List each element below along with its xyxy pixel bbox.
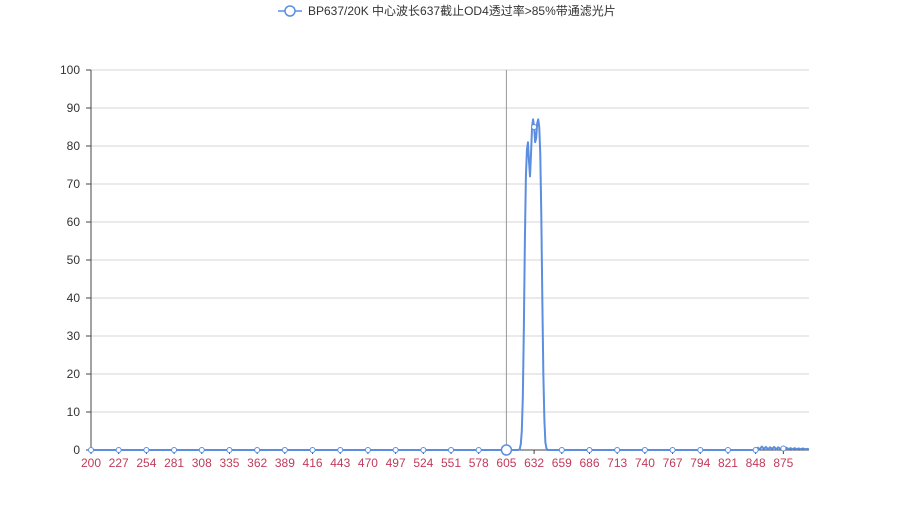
x-tick-label: 875 xyxy=(773,456,793,470)
data-point[interactable] xyxy=(586,447,593,453)
x-tick-label: 497 xyxy=(386,456,406,470)
data-point[interactable] xyxy=(198,447,205,453)
x-tick-label: 713 xyxy=(607,456,627,470)
y-tick-label: 80 xyxy=(67,139,81,153)
data-point[interactable] xyxy=(780,445,787,452)
x-tick-label: 281 xyxy=(164,456,184,470)
data-point[interactable] xyxy=(420,447,427,453)
data-point[interactable] xyxy=(171,447,178,453)
grid-lines xyxy=(91,69,809,413)
x-tick-label: 551 xyxy=(441,456,461,470)
x-tick-label: 227 xyxy=(109,456,129,470)
x-tick-label: 443 xyxy=(330,456,350,470)
series-layer xyxy=(91,118,810,451)
data-point[interactable] xyxy=(724,447,731,453)
legend-label: BP637/20K 中心波长637截止OD4透过率>85%带通滤光片 xyxy=(308,3,616,18)
legend-circle-icon xyxy=(284,5,296,17)
highlighted-data-point[interactable] xyxy=(500,444,513,456)
x-tick-label: 200 xyxy=(81,456,101,470)
x-tick-label: 632 xyxy=(524,456,544,470)
data-point[interactable] xyxy=(475,447,482,453)
data-point[interactable] xyxy=(115,447,122,453)
x-tick-label: 335 xyxy=(219,456,239,470)
y-axis-tick-labels: 0 10 20 30 40 50 60 70 80 90 100 xyxy=(60,63,91,457)
series-line xyxy=(91,118,810,451)
data-point[interactable] xyxy=(531,124,538,130)
x-tick-label: 740 xyxy=(635,456,655,470)
x-tick-label: 416 xyxy=(303,456,323,470)
data-point[interactable] xyxy=(337,447,344,453)
data-point[interactable] xyxy=(752,447,759,453)
data-point[interactable] xyxy=(448,447,455,453)
y-tick-label: 0 xyxy=(73,443,80,457)
y-tick-label: 70 xyxy=(67,177,81,191)
x-tick-label: 686 xyxy=(579,456,599,470)
x-tick-label: 389 xyxy=(275,456,295,470)
data-point[interactable] xyxy=(641,447,648,453)
x-tick-label: 659 xyxy=(552,456,572,470)
data-point[interactable] xyxy=(558,447,565,453)
x-tick-label: 794 xyxy=(690,456,710,470)
x-tick-label: 767 xyxy=(663,456,683,470)
x-axis-tick-labels: 200 227 254 281 308 335 362 389 416 443 470 497 524 5… xyxy=(81,450,794,470)
x-tick-label: 578 xyxy=(469,456,489,470)
y-tick-label: 50 xyxy=(67,253,81,267)
data-point[interactable] xyxy=(88,447,94,453)
data-point[interactable] xyxy=(226,447,233,453)
data-point[interactable] xyxy=(697,447,704,453)
data-point[interactable] xyxy=(309,447,316,453)
y-tick-label: 90 xyxy=(67,101,81,115)
x-tick-label: 470 xyxy=(358,456,378,470)
y-tick-label: 40 xyxy=(67,291,81,305)
y-tick-label: 20 xyxy=(67,367,81,381)
x-tick-label: 524 xyxy=(413,456,433,470)
data-point[interactable] xyxy=(669,447,676,453)
x-tick-label: 821 xyxy=(718,456,738,470)
data-point[interactable] xyxy=(143,447,150,453)
data-point[interactable] xyxy=(392,447,399,453)
x-tick-label: 362 xyxy=(247,456,267,470)
x-tick-label: 605 xyxy=(496,456,516,470)
x-tick-label: 254 xyxy=(136,456,156,470)
y-tick-label: 100 xyxy=(60,63,80,77)
x-tick-label: 848 xyxy=(746,456,766,470)
y-tick-label: 10 xyxy=(67,405,81,419)
x-tick-label: 308 xyxy=(192,456,212,470)
y-tick-label: 60 xyxy=(67,215,81,229)
y-tick-label: 30 xyxy=(67,329,81,343)
data-point[interactable] xyxy=(364,447,371,453)
data-point[interactable] xyxy=(281,447,288,453)
data-point[interactable] xyxy=(254,447,261,453)
chart-legend[interactable]: BP637/20K 中心波长637截止OD4透过率>85%带通滤光片 xyxy=(278,3,616,18)
series-markers[interactable] xyxy=(88,124,787,456)
data-point[interactable] xyxy=(614,447,621,453)
